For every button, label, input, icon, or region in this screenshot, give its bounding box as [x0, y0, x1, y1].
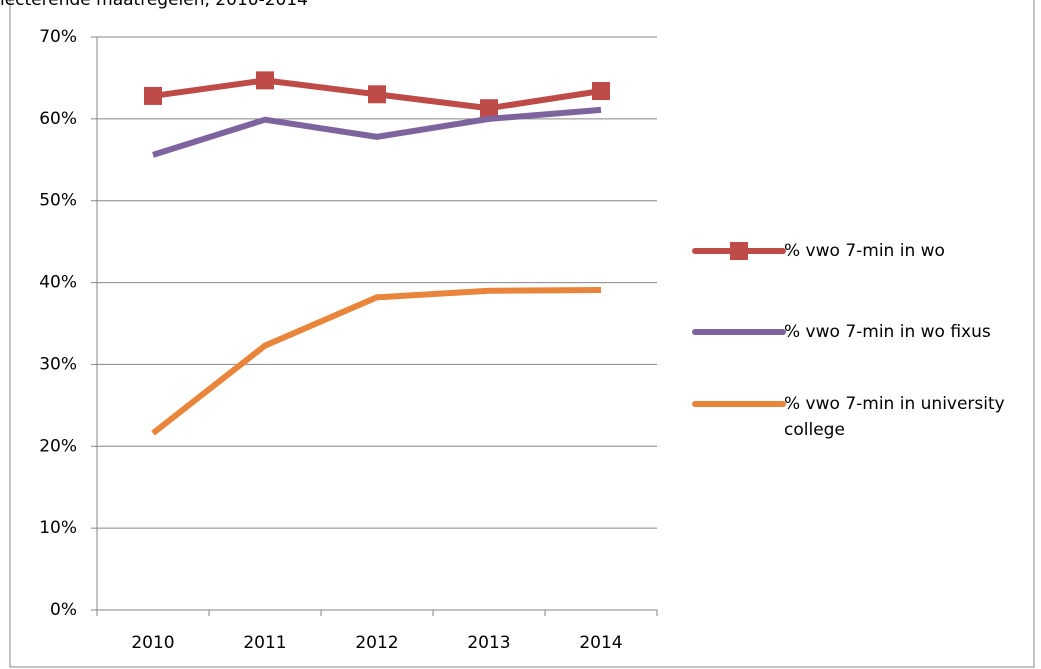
legend-label: % vwo 7-min in university college	[784, 394, 1005, 440]
point-marker	[592, 82, 610, 101]
y-tick-label: 60%	[39, 109, 77, 129]
y-tick-label: 40%	[39, 273, 77, 293]
point-marker	[368, 85, 386, 104]
series-line	[151, 286, 602, 436]
y-tick-label: 0%	[50, 600, 77, 620]
legend-marker	[730, 242, 748, 260]
y-tick-label: 70%	[39, 27, 77, 47]
legend-label: % vwo 7-min in wo fixus	[784, 322, 991, 342]
y-tick-label: 50%	[39, 191, 77, 211]
x-tick-label: 2012	[355, 633, 398, 653]
legend-label: % vwo 7-min in wo	[784, 241, 945, 261]
chart-title: lecterende maatregelen, 2010-2014	[0, 0, 308, 10]
x-tick-label: 2011	[243, 633, 286, 653]
point-marker	[144, 86, 162, 105]
x-tick-label: 2013	[467, 633, 510, 653]
y-tick-label: 20%	[39, 436, 77, 456]
point-marker	[480, 99, 498, 118]
series-line	[152, 106, 602, 158]
chart-border	[9, 0, 1035, 668]
point-marker	[256, 71, 274, 90]
x-tick-label: 2010	[131, 633, 174, 653]
x-tick-label: 2014	[579, 633, 622, 653]
y-tick-label: 30%	[39, 354, 77, 374]
y-tick-label: 10%	[39, 518, 77, 538]
